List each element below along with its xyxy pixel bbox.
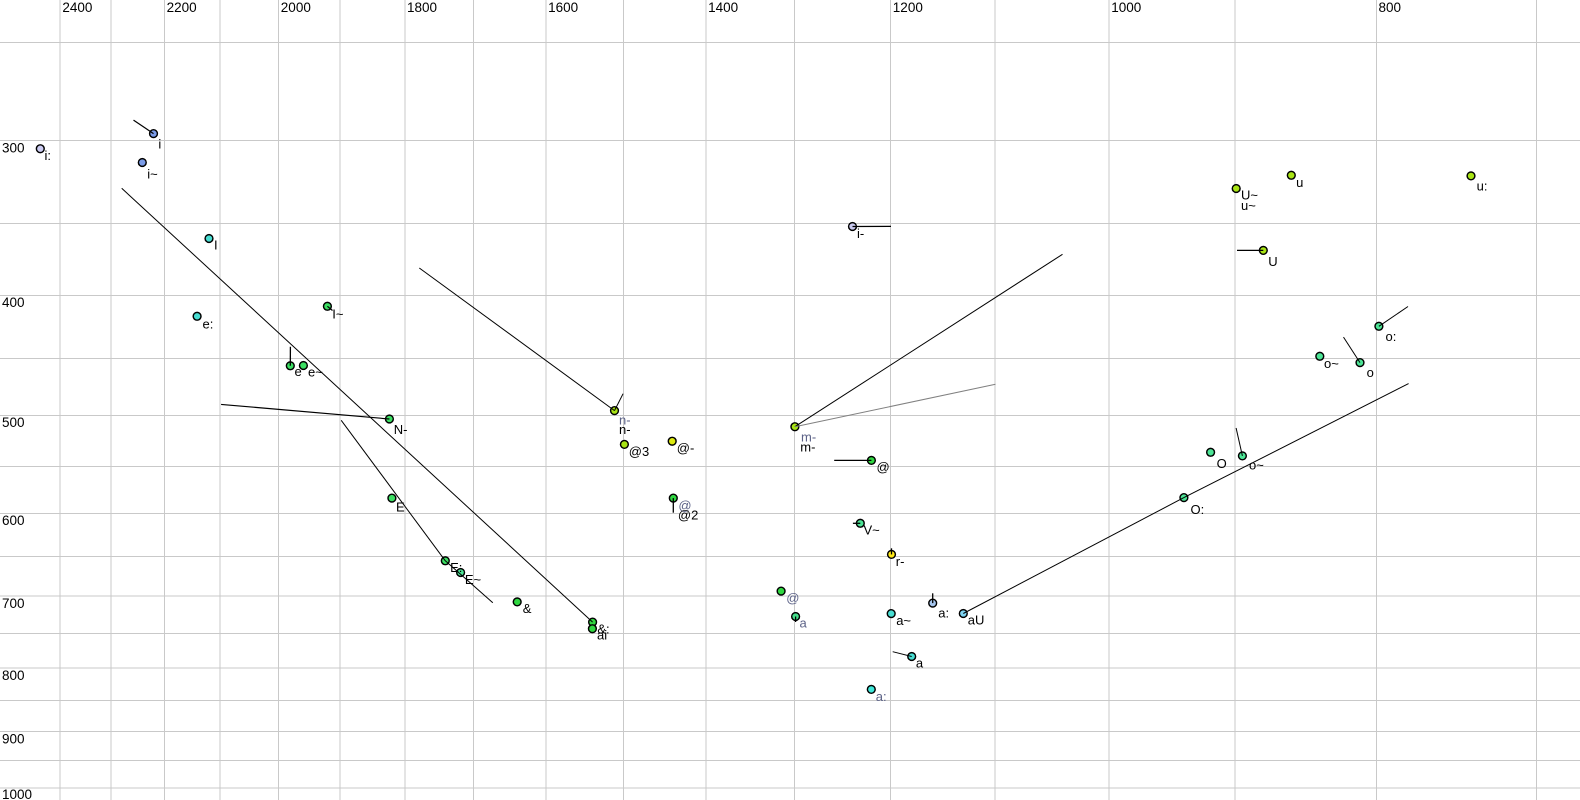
svg-text:600: 600 (2, 513, 25, 528)
svg-text:e: e (295, 364, 302, 379)
svg-text:o:: o: (1386, 329, 1397, 344)
svg-text:V~: V~ (864, 523, 881, 538)
svg-text:O: O (1217, 456, 1227, 471)
svg-text:1200: 1200 (893, 0, 923, 15)
svg-text:a:: a: (876, 689, 887, 704)
svg-text:500: 500 (2, 415, 25, 430)
svg-text:I~: I~ (332, 306, 344, 321)
svg-text:o: o (1367, 365, 1374, 380)
svg-text:i-: i- (857, 226, 864, 241)
svg-text:&: & (523, 601, 532, 616)
svg-text:e~: e~ (308, 365, 323, 380)
svg-text:800: 800 (2, 668, 25, 683)
svg-text:300: 300 (2, 141, 25, 156)
svg-text:1800: 1800 (407, 0, 437, 15)
svg-text:U: U (1268, 254, 1277, 269)
svg-text:E: E (396, 500, 405, 515)
svg-text:n-: n- (619, 422, 631, 437)
svg-text:800: 800 (1379, 0, 1402, 15)
svg-text:r-: r- (896, 554, 905, 569)
svg-text:E:: E: (450, 560, 462, 575)
svg-text:@: @ (678, 498, 691, 513)
svg-text:700: 700 (2, 596, 25, 611)
svg-text:1000: 1000 (1111, 0, 1141, 15)
svg-text:i: i (158, 136, 161, 151)
svg-text:O:: O: (1191, 502, 1205, 517)
svg-text:2200: 2200 (167, 0, 197, 15)
svg-text:u: u (1296, 175, 1303, 190)
svg-text:o~: o~ (1249, 458, 1264, 473)
svg-text:1600: 1600 (548, 0, 578, 15)
svg-text:@: @ (877, 459, 890, 474)
svg-text:m-: m- (801, 430, 816, 445)
svg-text:aU: aU (968, 613, 985, 628)
svg-text:I: I (214, 237, 218, 252)
svg-text:ai: ai (597, 628, 607, 643)
svg-text:a: a (916, 655, 924, 670)
svg-text:2000: 2000 (281, 0, 311, 15)
svg-text:@2: @2 (678, 508, 698, 523)
svg-text:n-: n- (619, 413, 631, 428)
svg-text:&:: &: (597, 622, 609, 637)
svg-text:1000: 1000 (2, 787, 32, 800)
svg-text:m-: m- (800, 440, 815, 455)
svg-text:e:: e: (203, 316, 214, 331)
svg-text:i:: i: (45, 148, 52, 163)
svg-text:a~: a~ (896, 613, 911, 628)
svg-text:400: 400 (2, 295, 25, 310)
svg-text:900: 900 (2, 731, 25, 746)
svg-text:a:: a: (938, 605, 949, 620)
svg-text:u:: u: (1477, 178, 1488, 193)
svg-text:@-: @- (677, 441, 695, 456)
svg-text:N-: N- (394, 422, 408, 437)
svg-text:a: a (800, 616, 808, 631)
svg-text:1400: 1400 (708, 0, 738, 15)
svg-text:U~: U~ (1241, 188, 1258, 203)
svg-text:@3: @3 (629, 444, 649, 459)
svg-text:u~: u~ (1241, 198, 1256, 213)
svg-text:E~: E~ (465, 572, 482, 587)
svg-text:o~: o~ (1324, 356, 1339, 371)
svg-text:i~: i~ (147, 167, 158, 182)
svg-text:@: @ (786, 590, 799, 605)
svg-text:2400: 2400 (62, 0, 92, 15)
